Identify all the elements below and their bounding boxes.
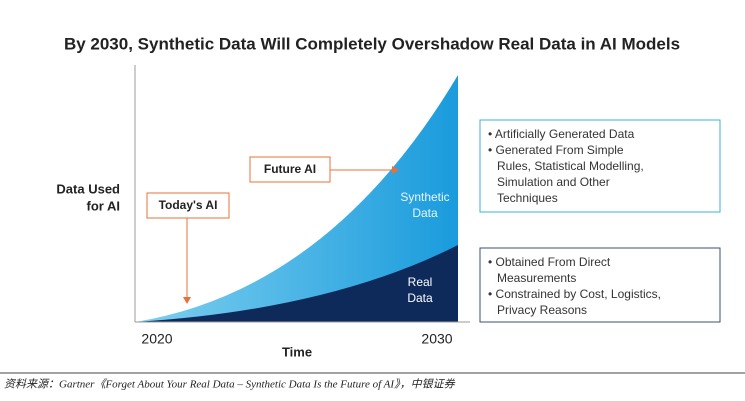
future-label: Future AI (264, 162, 316, 176)
y-label: Data Used (56, 181, 120, 196)
source: 资料来源：Gartner《Forget About Your Real Data… (4, 378, 456, 391)
note-line: • Generated From Simple (488, 143, 624, 157)
x-end: 2030 (421, 331, 452, 347)
note-line: • Constrained by Cost, Logistics, (488, 287, 661, 301)
synthetic-area (135, 75, 458, 322)
today-label: Today's AI (159, 198, 218, 212)
future-box (249, 156, 331, 183)
area-label: Data (407, 291, 433, 305)
y-label: for AI (87, 198, 120, 213)
area-label: Real (408, 275, 433, 289)
note-line: • Obtained From Direct (488, 255, 611, 269)
synthetic-notes-box (479, 119, 721, 213)
real-notes-box (479, 247, 721, 323)
note-line: • Artificially Generated Data (488, 127, 635, 141)
area-label: Synthetic (400, 190, 449, 204)
note-line: Techniques (497, 191, 558, 205)
real-area (135, 245, 458, 322)
today-box (146, 192, 230, 219)
title: By 2030, Synthetic Data Will Completely … (64, 34, 680, 53)
note-line: Rules, Statistical Modelling, (497, 159, 644, 173)
x-label: Time (282, 344, 312, 359)
x-start: 2020 (141, 331, 172, 347)
note-line: Simulation and Other (497, 175, 610, 189)
note-line: Privacy Reasons (497, 303, 587, 317)
note-line: Measurements (497, 271, 576, 285)
area-label: Data (412, 206, 438, 220)
